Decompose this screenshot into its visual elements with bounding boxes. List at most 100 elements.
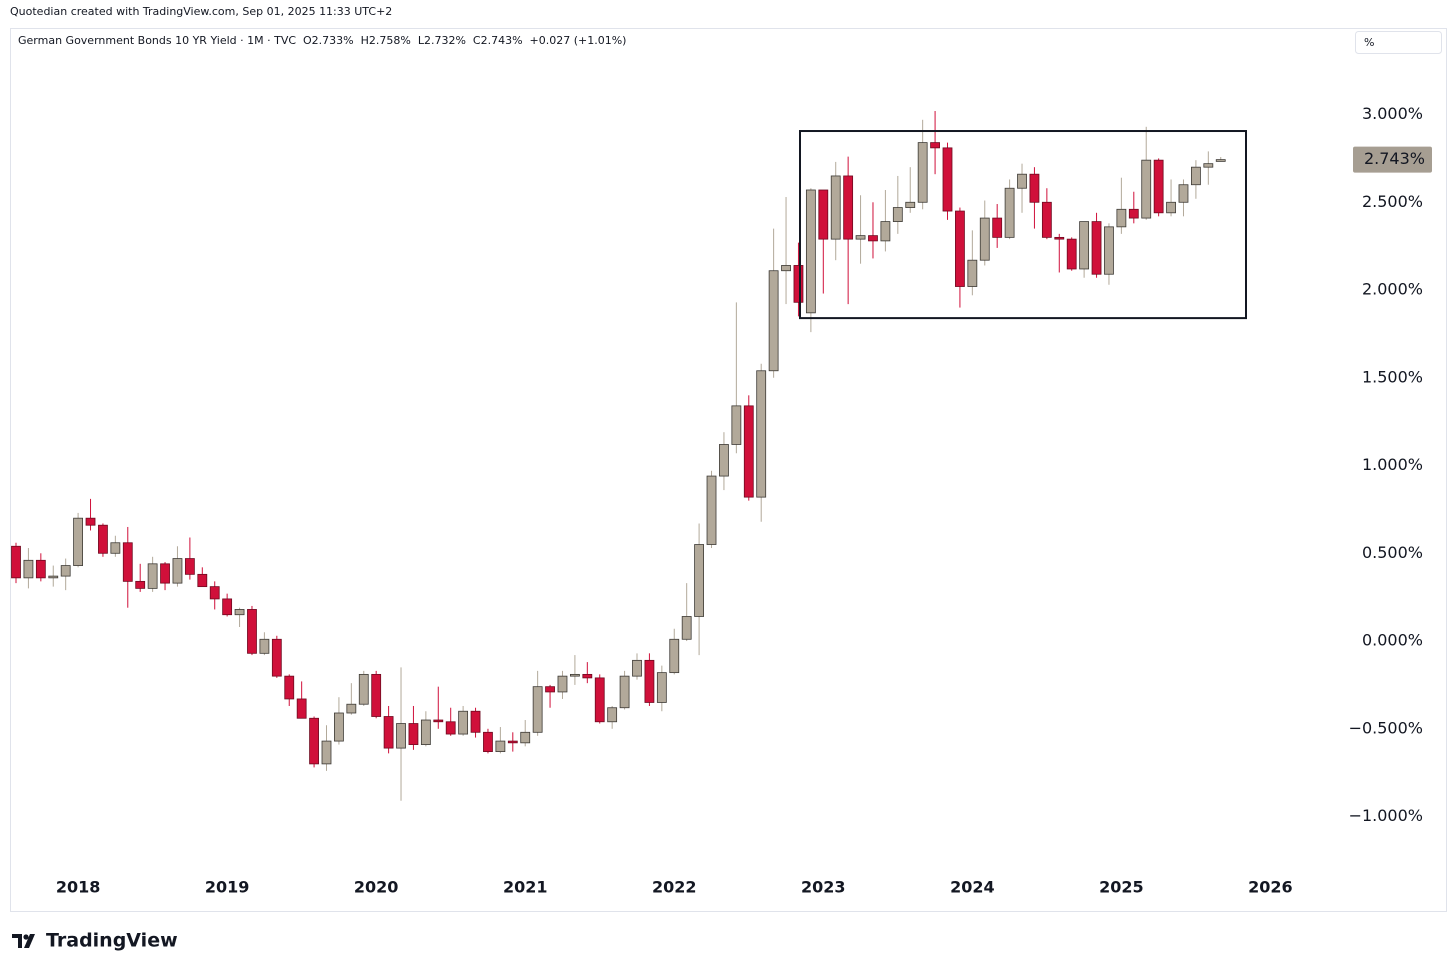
candle-body [632, 659, 642, 677]
candle-body [247, 609, 257, 654]
candle-body [209, 586, 220, 600]
x-tick-label: 2024 [950, 878, 995, 897]
candle-body [35, 559, 46, 579]
candle-body [309, 717, 319, 765]
candle-body [11, 545, 21, 579]
candle-body [85, 517, 96, 526]
y-tick-label: 2.000% [1362, 280, 1423, 299]
candle-body [619, 675, 630, 709]
last-price-badge [1353, 146, 1432, 173]
candle-body [358, 673, 369, 705]
candle-body [172, 558, 183, 584]
candle-body [110, 542, 121, 554]
brand-name: TradingView [46, 930, 178, 952]
candle-body [594, 677, 605, 723]
candle-body [930, 142, 940, 149]
candle-body [1066, 238, 1077, 270]
candle-body [1116, 208, 1127, 228]
candle-body [284, 675, 295, 700]
x-tick-label: 2025 [1099, 878, 1144, 897]
candle-body [1215, 159, 1226, 162]
last-price-label: 2.743% [1364, 149, 1425, 168]
candle-body [1166, 201, 1176, 214]
y-tick-label: 2.500% [1362, 192, 1423, 211]
candle-body [992, 217, 1003, 238]
unit-box[interactable] [1355, 31, 1442, 54]
x-tick-label: 2021 [503, 878, 548, 897]
candle-body [222, 598, 233, 616]
candle-body [570, 673, 580, 677]
x-tick-label: 2018 [56, 878, 101, 897]
candle-body [805, 189, 816, 314]
candle-body [520, 731, 531, 744]
candle-body [855, 235, 866, 240]
candle-body [669, 638, 680, 674]
candle-body [1017, 173, 1027, 189]
candle-body [73, 517, 83, 566]
candle-body [396, 723, 406, 749]
candle-body [706, 475, 717, 545]
candle-body [1178, 184, 1189, 203]
candle-body [470, 710, 481, 733]
y-tick-label: 1.500% [1362, 367, 1423, 386]
candle-body [656, 672, 667, 703]
candle-body [756, 370, 767, 498]
candle-body [768, 270, 779, 372]
candle-body [420, 719, 431, 745]
candle-body [1191, 166, 1201, 186]
candle-body [694, 544, 704, 617]
y-tick-label: 0.000% [1362, 631, 1423, 650]
candle-body [234, 609, 245, 616]
candle-body [917, 142, 928, 203]
range-box [799, 130, 1247, 320]
credit: Quotedian created with TradingView.com, … [10, 5, 392, 18]
candle-body [905, 201, 916, 208]
x-tick-label: 2020 [354, 878, 399, 897]
candle-body [1141, 159, 1152, 219]
candle-body [1054, 236, 1065, 240]
candle-body [967, 259, 978, 287]
candle-body [681, 616, 692, 640]
candle-body [607, 707, 618, 723]
candle-body [1041, 201, 1052, 238]
candle-body [818, 189, 829, 240]
candle-body [942, 147, 953, 212]
candle-body [98, 524, 108, 554]
candle-body [582, 673, 593, 679]
candle-body [1091, 221, 1102, 275]
candle-body [731, 405, 742, 445]
symbol-legend: German Government Bonds 10 YR Yield · 1M… [18, 34, 626, 47]
candle-body [868, 235, 878, 242]
candle-body [408, 723, 419, 745]
candle-body [383, 716, 394, 749]
candle-body [781, 265, 791, 272]
candle-body [743, 405, 754, 498]
brand-logo [12, 934, 35, 948]
candle-body [955, 210, 965, 287]
candle-body [1004, 187, 1015, 238]
candle-body [147, 563, 158, 589]
y-tick-label: 0.500% [1362, 543, 1423, 562]
candle-body [1128, 208, 1139, 219]
unit-label[interactable]: % [1364, 36, 1374, 49]
candle-body [23, 559, 34, 579]
candle-body [644, 659, 655, 703]
y-tick-label: −0.500% [1349, 718, 1423, 737]
candle-body [135, 580, 146, 589]
candle-body [371, 673, 382, 717]
x-tick-label: 2019 [205, 878, 250, 897]
candle-body [880, 221, 891, 242]
chart-frame [10, 28, 1447, 912]
x-tick-label: 2022 [652, 878, 697, 897]
candle-body [532, 686, 543, 733]
candle-body [259, 638, 270, 654]
candle-body [160, 563, 170, 584]
candle-body [334, 712, 344, 742]
candle-body [1104, 226, 1114, 275]
candle-body [843, 175, 854, 240]
candle-body [445, 721, 456, 735]
candle-body [48, 575, 59, 579]
x-tick-label: 2023 [801, 878, 846, 897]
